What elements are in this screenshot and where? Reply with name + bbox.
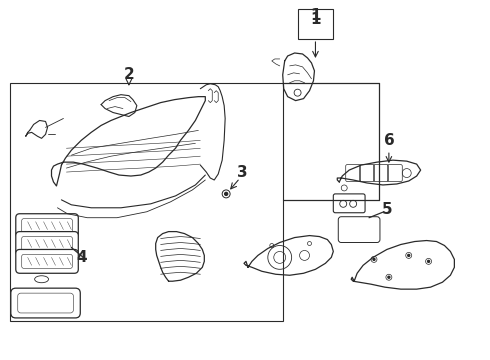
FancyBboxPatch shape [16,231,78,255]
Text: 6: 6 [384,133,394,148]
FancyBboxPatch shape [338,217,380,243]
Circle shape [388,276,390,278]
Text: 4: 4 [76,250,87,265]
FancyBboxPatch shape [16,249,78,273]
Text: 1: 1 [310,8,320,23]
FancyBboxPatch shape [333,194,365,213]
FancyBboxPatch shape [16,214,78,238]
Circle shape [373,258,375,260]
Text: 5: 5 [382,202,392,217]
Circle shape [224,192,228,195]
Text: 2: 2 [123,67,134,82]
Text: 1: 1 [310,12,320,27]
Bar [297,9,333,39]
FancyBboxPatch shape [11,288,80,318]
Bar [10,83,283,321]
Text: 3: 3 [237,165,247,180]
Circle shape [408,255,410,256]
Circle shape [428,260,430,262]
